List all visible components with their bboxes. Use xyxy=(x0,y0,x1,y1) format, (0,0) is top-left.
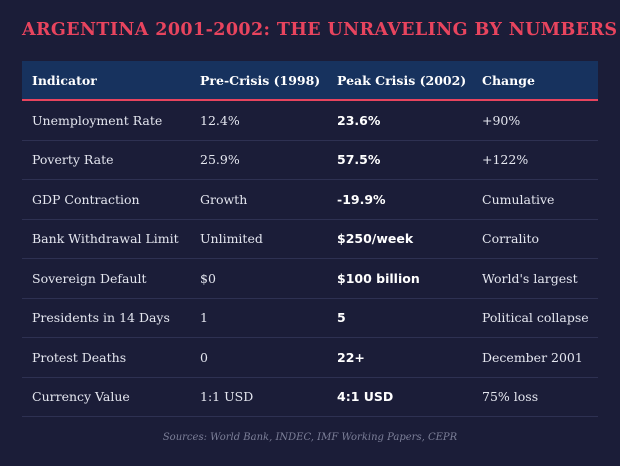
cell-change: Political collapse xyxy=(482,310,589,326)
cell-indicator: Poverty Rate xyxy=(32,152,114,168)
cell-peak-crisis: -19.9% xyxy=(337,191,386,207)
cell-change: Corralito xyxy=(482,231,540,247)
table-row: Poverty Rate 25.9% 57.5% +122% xyxy=(22,141,598,180)
cell-indicator: Unemployment Rate xyxy=(32,112,163,128)
cell-change: +122% xyxy=(482,152,529,168)
cell-peak-crisis: 5 xyxy=(337,310,346,326)
cell-pre-crisis: 1:1 USD xyxy=(200,389,254,405)
cell-peak-crisis: 4:1 USD xyxy=(337,389,394,405)
cell-peak-crisis: 23.6% xyxy=(337,112,381,128)
cell-pre-crisis: Growth xyxy=(200,191,248,207)
cell-indicator: Bank Withdrawal Limit xyxy=(32,231,179,247)
table-row: Presidents in 14 Days 1 5 Political coll… xyxy=(22,299,598,338)
cell-pre-crisis: 12.4% xyxy=(200,112,240,128)
data-table: Indicator Pre-Crisis (1998) Peak Crisis … xyxy=(22,61,598,417)
header-peak-crisis: Peak Crisis (2002) xyxy=(337,72,467,88)
cell-change: December 2001 xyxy=(482,349,583,365)
header-indicator: Indicator xyxy=(32,72,97,88)
cell-pre-crisis: 25.9% xyxy=(200,152,240,168)
cell-pre-crisis: Unlimited xyxy=(200,231,263,247)
table-row: Sovereign Default $0 $100 billion World'… xyxy=(22,259,598,299)
table-row: Unemployment Rate 12.4% 23.6% +90% xyxy=(22,101,598,141)
cell-pre-crisis: 0 xyxy=(200,349,208,365)
cell-indicator: Protest Deaths xyxy=(32,349,127,365)
header-pre-crisis: Pre-Crisis (1998) xyxy=(200,72,321,88)
table-row: Currency Value 1:1 USD 4:1 USD 75% loss xyxy=(22,378,598,417)
cell-indicator: GDP Contraction xyxy=(32,191,140,207)
cell-pre-crisis: 1 xyxy=(200,310,208,326)
table-header: Indicator Pre-Crisis (1998) Peak Crisis … xyxy=(22,61,598,101)
cell-indicator: Sovereign Default xyxy=(32,270,147,286)
cell-peak-crisis: $100 billion xyxy=(337,270,420,286)
page-title: ARGENTINA 2001-2002: THE UNRAVELING BY N… xyxy=(22,20,618,40)
table-row: Protest Deaths 0 22+ December 2001 xyxy=(22,338,598,378)
cell-indicator: Presidents in 14 Days xyxy=(32,310,170,326)
sources-note: Sources: World Bank, INDEC, IMF Working … xyxy=(162,432,458,443)
cell-peak-crisis: $250/week xyxy=(337,231,414,247)
table-row: Bank Withdrawal Limit Unlimited $250/wee… xyxy=(22,220,598,259)
cell-indicator: Currency Value xyxy=(32,389,130,405)
cell-pre-crisis: $0 xyxy=(200,270,216,286)
table-row: GDP Contraction Growth -19.9% Cumulative xyxy=(22,180,598,220)
cell-change: +90% xyxy=(482,112,521,128)
cell-change: Cumulative xyxy=(482,191,555,207)
cell-change: 75% loss xyxy=(482,389,539,405)
cell-change: World's largest xyxy=(482,270,578,286)
cell-peak-crisis: 22+ xyxy=(337,349,365,365)
cell-peak-crisis: 57.5% xyxy=(337,152,381,168)
header-change: Change xyxy=(482,72,535,88)
